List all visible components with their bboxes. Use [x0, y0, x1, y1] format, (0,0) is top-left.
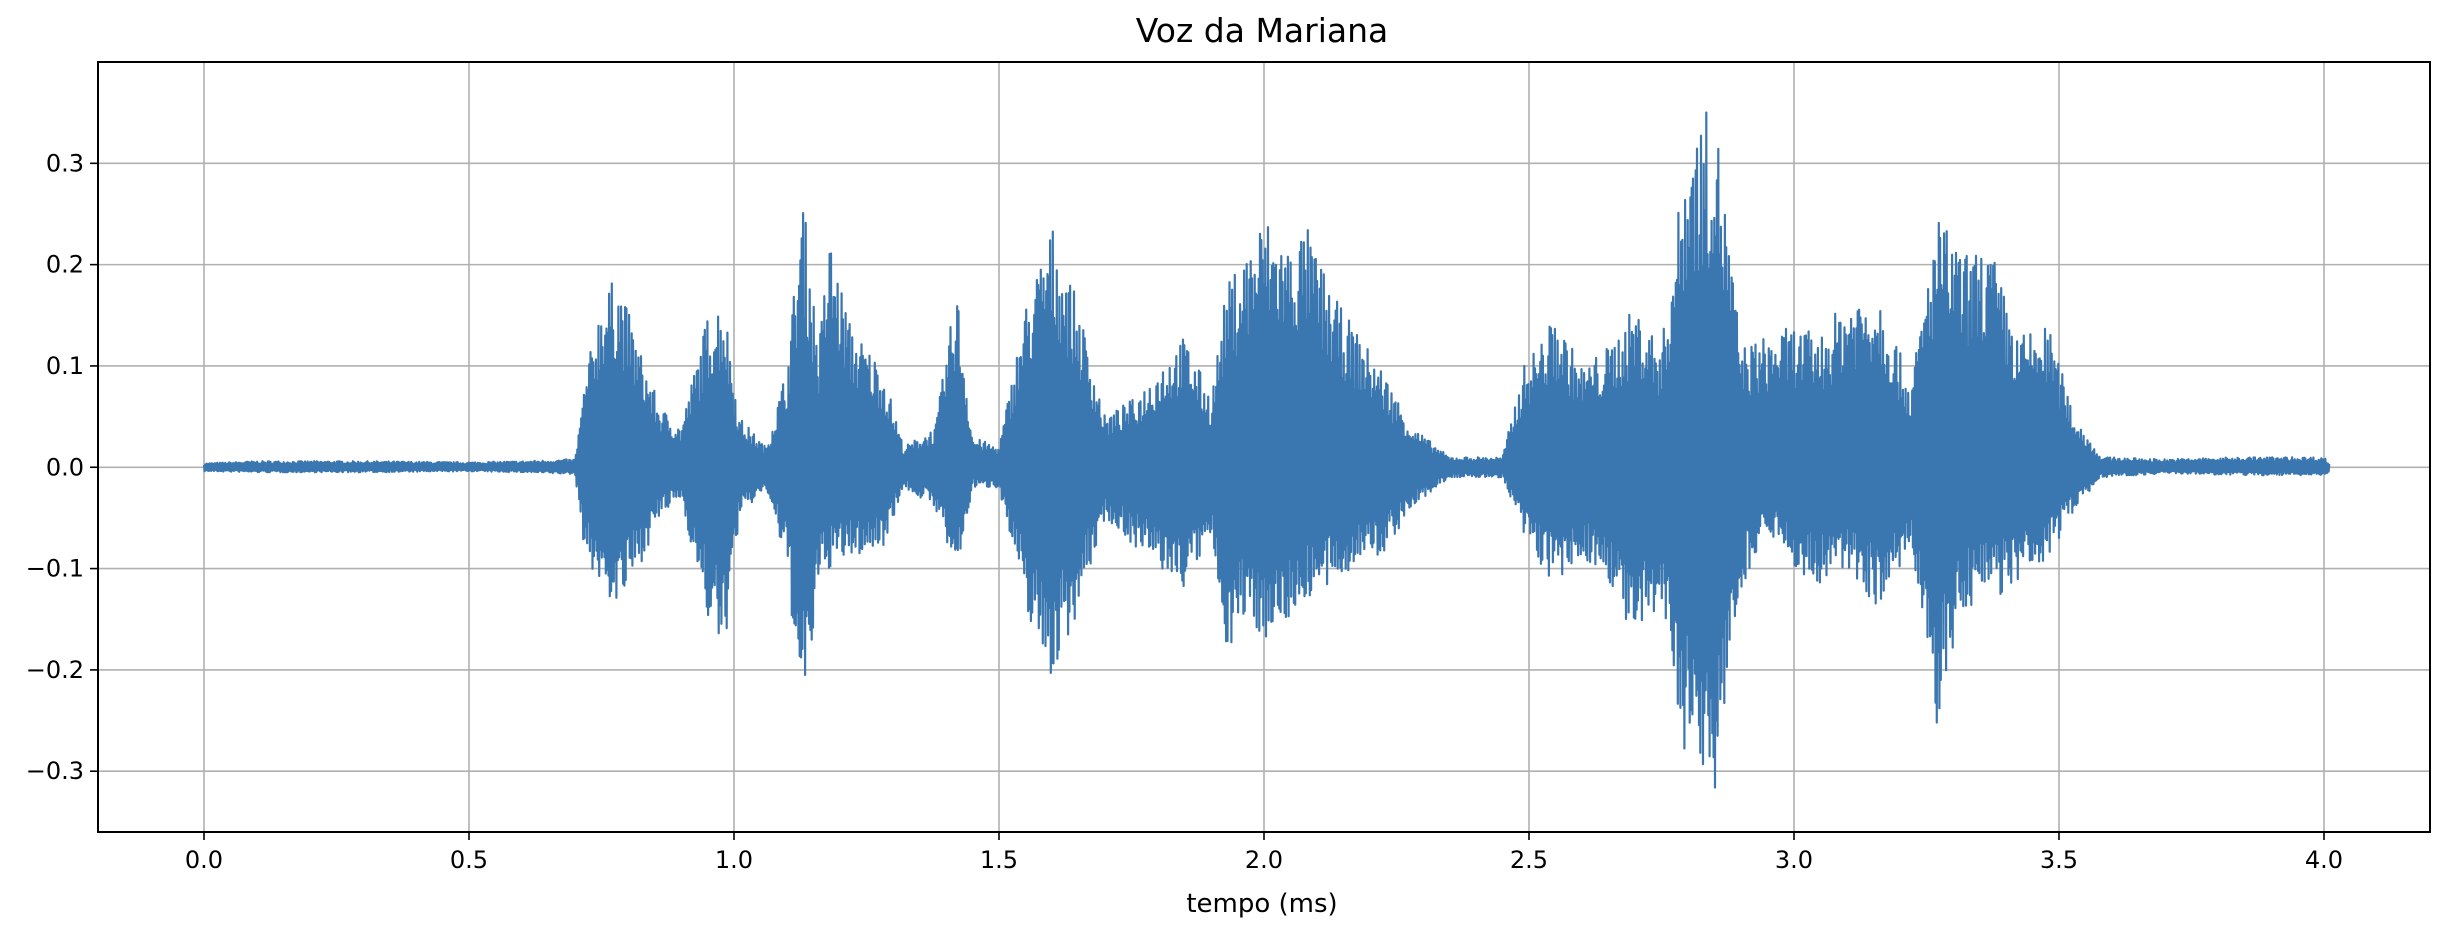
y-tick-label: −0.3	[26, 757, 84, 785]
axis-ticks: 0.0 0.5 1.0 1.5 2.0 2.5 3.0 3.5 4.0 −0.3 −0.2 −0.1 0…	[26, 149, 2343, 874]
y-tick-label: −0.1	[26, 555, 84, 583]
x-tick-label: 3.0	[1775, 846, 1813, 874]
y-tick-label: 0.0	[46, 453, 84, 481]
x-tick-label: 0.5	[450, 846, 488, 874]
y-tick-label: 0.2	[46, 251, 84, 279]
chart-title: Voz da Mariana	[1136, 11, 1388, 50]
x-tick-label: 2.0	[1245, 846, 1283, 874]
x-tick-label: 0.0	[185, 846, 223, 874]
x-tick-label: 1.5	[980, 846, 1018, 874]
x-tick-label: 2.5	[1510, 846, 1548, 874]
x-tick-label: 4.0	[2305, 846, 2343, 874]
x-axis-label: tempo (ms)	[1186, 889, 1337, 919]
y-tick-label: 0.1	[46, 352, 84, 380]
x-tick-label: 1.0	[715, 846, 753, 874]
y-tick-label: 0.3	[46, 149, 84, 177]
x-tick-label: 3.5	[2040, 846, 2078, 874]
waveform-line	[202, 111, 2331, 789]
y-tick-label: −0.2	[26, 656, 84, 684]
